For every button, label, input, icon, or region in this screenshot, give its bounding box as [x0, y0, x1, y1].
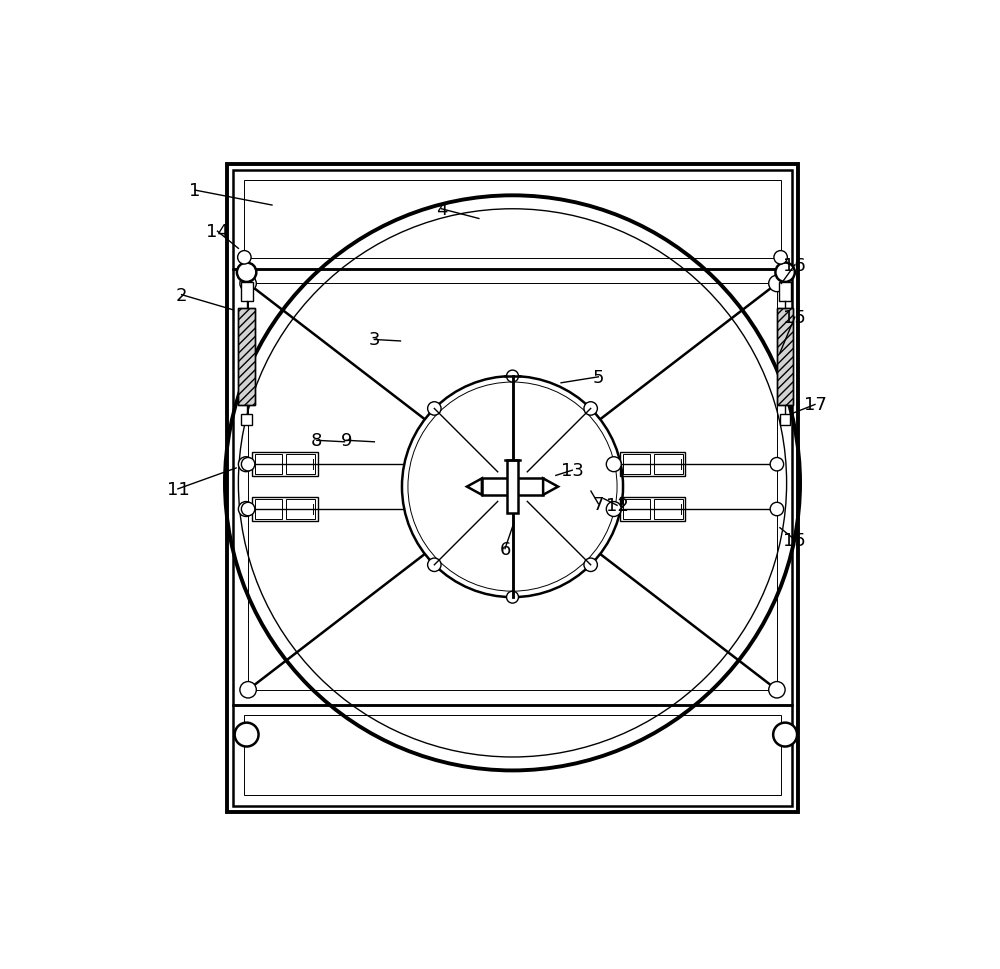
Text: 7: 7: [593, 495, 604, 514]
Bar: [244, 715, 781, 796]
Bar: [255, 455, 282, 475]
Circle shape: [238, 251, 251, 265]
Text: 4: 4: [436, 201, 447, 219]
Circle shape: [770, 458, 784, 472]
Circle shape: [240, 276, 256, 293]
Bar: [623, 455, 650, 475]
Text: 6: 6: [499, 540, 511, 558]
Bar: [654, 500, 683, 519]
Circle shape: [237, 264, 256, 283]
Circle shape: [241, 458, 255, 472]
Circle shape: [774, 251, 787, 265]
Circle shape: [606, 502, 621, 516]
Bar: [233, 269, 792, 705]
Text: 3: 3: [369, 331, 380, 349]
Bar: [233, 705, 792, 805]
Bar: [233, 171, 792, 805]
Text: 8: 8: [311, 432, 322, 450]
Bar: [654, 455, 683, 475]
Bar: [620, 453, 685, 477]
Bar: [238, 309, 255, 406]
Bar: [241, 283, 253, 301]
Bar: [255, 500, 282, 519]
Circle shape: [769, 682, 785, 699]
Polygon shape: [543, 479, 558, 495]
Bar: [507, 460, 518, 514]
Circle shape: [235, 723, 259, 747]
Bar: [482, 479, 543, 495]
Circle shape: [402, 377, 623, 598]
Text: 15: 15: [783, 531, 806, 549]
Text: 14: 14: [206, 223, 229, 241]
Circle shape: [238, 502, 253, 516]
Bar: [241, 415, 252, 426]
Bar: [244, 181, 781, 259]
Circle shape: [584, 558, 597, 572]
Bar: [777, 309, 793, 406]
Bar: [233, 171, 792, 269]
Circle shape: [606, 457, 621, 472]
Circle shape: [769, 276, 785, 293]
Text: 2: 2: [176, 287, 187, 304]
Circle shape: [770, 503, 784, 516]
Circle shape: [241, 503, 255, 516]
Bar: [620, 497, 685, 521]
Bar: [252, 497, 318, 521]
Text: 12: 12: [606, 497, 629, 515]
Bar: [777, 309, 793, 406]
Bar: [286, 500, 315, 519]
Circle shape: [428, 402, 441, 416]
Text: 5: 5: [593, 368, 604, 387]
Bar: [623, 500, 650, 519]
Text: 15: 15: [783, 309, 806, 327]
Bar: [238, 309, 255, 406]
Bar: [779, 283, 791, 301]
Circle shape: [507, 591, 518, 604]
Bar: [286, 455, 315, 475]
Circle shape: [775, 264, 795, 283]
Bar: [248, 284, 777, 690]
Text: 1: 1: [189, 182, 201, 200]
Text: 11: 11: [167, 481, 189, 498]
Bar: [252, 453, 318, 477]
Text: 13: 13: [561, 461, 584, 480]
Circle shape: [773, 723, 797, 747]
Circle shape: [507, 371, 518, 383]
Text: 17: 17: [804, 396, 826, 414]
Text: 9: 9: [341, 432, 352, 450]
Circle shape: [240, 682, 256, 699]
Bar: [227, 165, 798, 812]
Circle shape: [584, 402, 597, 416]
Circle shape: [428, 558, 441, 572]
Polygon shape: [467, 479, 482, 495]
Circle shape: [238, 457, 253, 472]
Bar: [780, 415, 790, 426]
Text: 16: 16: [783, 257, 806, 274]
